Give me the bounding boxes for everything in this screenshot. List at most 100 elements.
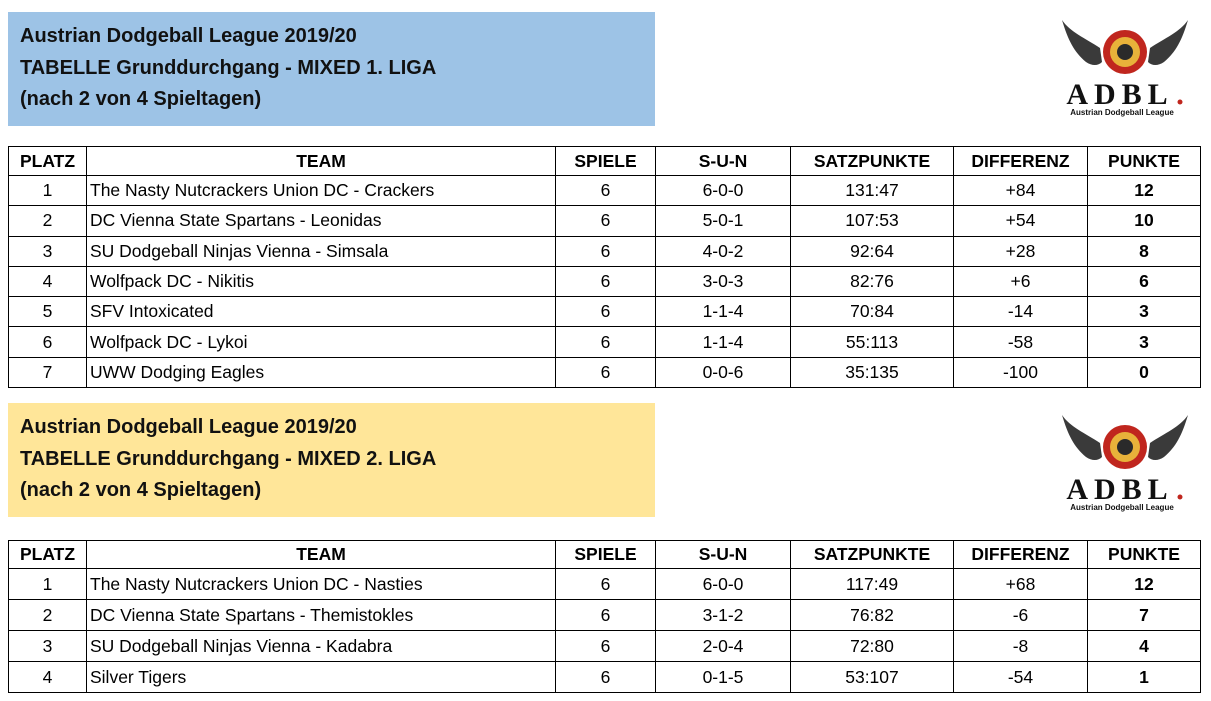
table-cell: 12 xyxy=(1087,174,1201,207)
table-cell: Silver Tigers xyxy=(86,661,556,693)
table-cell: SU Dodgeball Ninjas Vienna - Kadabra xyxy=(86,630,556,662)
header-line: Austrian Dodgeball League 2019/20 xyxy=(20,25,357,47)
table-cell: 6 xyxy=(555,296,656,328)
logo-title: ADBL xyxy=(1066,473,1173,506)
table-cell: 6 xyxy=(555,568,656,600)
table-cell: +28 xyxy=(953,235,1088,267)
table-cell: 5-0-1 xyxy=(655,205,791,237)
column-header: S-U-N xyxy=(655,540,791,569)
table-row: 1 The Nasty Nutcrackers Union DC - Nastie… xyxy=(8,568,1201,600)
table-cell: 6 xyxy=(555,174,656,207)
table-row: 3 SU Dodgeball Ninjas Vienna - Simsala 6 4-… xyxy=(8,235,1201,267)
table-cell: +54 xyxy=(953,205,1088,237)
column-header: TEAM xyxy=(86,540,556,569)
logo-wing xyxy=(1148,415,1188,460)
table-cell: 55:113 xyxy=(790,326,954,358)
table-cell: 107:53 xyxy=(790,205,954,237)
table-cell: 6 xyxy=(555,326,656,358)
logo-title: ADBL xyxy=(1066,78,1173,111)
logo-wing xyxy=(1062,415,1102,460)
table-row: 2 DC Vienna State Spartans - Themistokles… xyxy=(8,599,1201,631)
header-line: TABELLE Grunddurchgang - MIXED 1. LIGA xyxy=(20,56,437,79)
table-cell: SU Dodgeball Ninjas Vienna - Simsala xyxy=(86,235,556,267)
table-cell: 7 xyxy=(8,356,87,389)
header-line: (nach 2 von 4 Spieltagen) xyxy=(20,88,262,110)
table-cell: 4 xyxy=(8,661,87,693)
table-cell: 3 xyxy=(1087,296,1201,328)
table-cell: 1-1-4 xyxy=(655,296,791,328)
table-cell: 35:135 xyxy=(790,356,954,389)
table-cell: 1 xyxy=(1087,661,1201,693)
table-cell: 82:76 xyxy=(790,265,954,298)
section-header: Austrian Dodgeball League 2019/20 TABELLE… xyxy=(8,403,655,517)
table-cell: -54 xyxy=(953,661,1088,693)
column-header: DIFFERENZ xyxy=(953,540,1088,569)
column-header: SATZPUNKTE xyxy=(790,146,954,176)
logo-wing xyxy=(1148,20,1188,65)
table-cell: 3 xyxy=(8,630,87,662)
logo-dot xyxy=(1177,99,1183,105)
header-line: Austrian Dodgeball League 2019/20 xyxy=(20,416,357,438)
table-cell: 6-0-0 xyxy=(655,174,791,207)
header-row: PLATZ TEAM SPIELE S-U-N SATZPUNKTE DIFFERENZ P… xyxy=(8,540,1201,569)
logo-center xyxy=(1117,44,1133,60)
table-row: 3 SU Dodgeball Ninjas Vienna - Kadabra 6 2-… xyxy=(8,630,1201,662)
column-header: TEAM xyxy=(86,146,556,176)
table-row: 2 DC Vienna State Spartans - Leonidas 6 5-0… xyxy=(8,205,1201,237)
table-cell: 70:84 xyxy=(790,296,954,328)
table-cell: 117:49 xyxy=(790,568,954,600)
standings-table: PLATZ TEAM SPIELE S-U-N SATZPUNKTE DIFFERENZ P… xyxy=(8,540,1201,693)
standings-table: PLATZ TEAM SPIELE S-U-N SATZPUNKTE DIFFERENZ P… xyxy=(8,146,1201,389)
table-cell: 1 xyxy=(8,174,87,207)
logo-center xyxy=(1117,439,1133,455)
table-cell: 2-0-4 xyxy=(655,630,791,662)
column-header: DIFFERENZ xyxy=(953,146,1088,176)
table-cell: 6 xyxy=(555,356,656,389)
table-cell: 3-1-2 xyxy=(655,599,791,631)
table-cell: 4 xyxy=(8,265,87,298)
column-header: PUNKTE xyxy=(1087,540,1201,569)
table-cell: 6 xyxy=(555,205,656,237)
logo-wing xyxy=(1062,20,1102,65)
table-cell: 53:107 xyxy=(790,661,954,693)
logo-dot xyxy=(1177,494,1183,500)
table-cell: Wolfpack DC - Nikitis xyxy=(86,265,556,298)
table-cell: The Nasty Nutcrackers Union DC - Cracker… xyxy=(86,174,556,207)
table-cell: +68 xyxy=(953,568,1088,600)
table-cell: -8 xyxy=(953,630,1088,662)
section-header: Austrian Dodgeball League 2019/20 TABELLE… xyxy=(8,12,655,126)
table-row: 4 Wolfpack DC - Nikitis 6 3-0-3 82:76 +6 6 xyxy=(8,265,1201,298)
table-cell: 6 xyxy=(8,326,87,358)
table-cell: 3 xyxy=(8,235,87,267)
table-cell: 6 xyxy=(555,265,656,298)
table-cell: 1-1-4 xyxy=(655,326,791,358)
header-row: PLATZ TEAM SPIELE S-U-N SATZPUNKTE DIFFERENZ P… xyxy=(8,146,1201,176)
table-cell: 92:64 xyxy=(790,235,954,267)
header-line: TABELLE Grunddurchgang - MIXED 2. LIGA xyxy=(20,447,437,470)
table-cell: 6 xyxy=(555,630,656,662)
column-header: PUNKTE xyxy=(1087,146,1201,176)
table-cell: 12 xyxy=(1087,568,1201,600)
logo-subtitle: Austrian Dodgeball League xyxy=(1070,503,1174,512)
column-header: SPIELE xyxy=(555,146,656,176)
column-header: PLATZ xyxy=(8,540,87,569)
table-cell: +6 xyxy=(953,265,1088,298)
column-header: PLATZ xyxy=(8,146,87,176)
table-cell: DC Vienna State Spartans - Leonidas xyxy=(86,205,556,237)
table-cell: DC Vienna State Spartans - Themistokles xyxy=(86,599,556,631)
table-cell: 3-0-3 xyxy=(655,265,791,298)
table-cell: 6 xyxy=(555,235,656,267)
header-line: (nach 2 von 4 Spieltagen) xyxy=(20,479,262,501)
table-cell: 2 xyxy=(8,599,87,631)
table-cell: 6 xyxy=(555,661,656,693)
table-cell: 4-0-2 xyxy=(655,235,791,267)
table-cell: 10 xyxy=(1087,205,1201,237)
table-cell: Wolfpack DC - Lykoi xyxy=(86,326,556,358)
table-cell: 5 xyxy=(8,296,87,328)
table-row: 5 SFV Intoxicated 6 1-1-4 70:84 -14 3 xyxy=(8,296,1201,328)
table-cell: 6-0-0 xyxy=(655,568,791,600)
table-cell: 4 xyxy=(1087,630,1201,662)
table-cell: 7 xyxy=(1087,599,1201,631)
table-cell: 3 xyxy=(1087,326,1201,358)
